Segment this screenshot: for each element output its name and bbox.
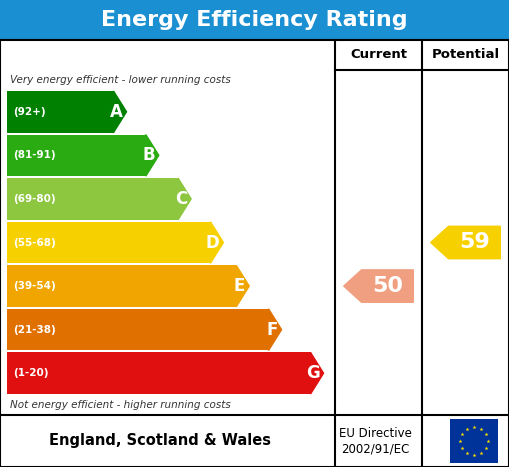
Bar (450, 419, 498, 463)
Polygon shape (310, 353, 324, 394)
Bar (0, 0, 509, 40)
Text: A: A (109, 103, 123, 121)
Text: (1-20): (1-20) (13, 368, 48, 378)
Text: England, Scotland & Wales: England, Scotland & Wales (49, 433, 271, 448)
Text: D: D (206, 234, 219, 252)
Bar (7, 265, 236, 307)
Bar (7, 309, 269, 350)
Polygon shape (178, 178, 191, 219)
Bar (7, 178, 178, 219)
Bar (7, 222, 210, 263)
Text: Current: Current (350, 49, 407, 62)
Text: (69-80): (69-80) (13, 194, 55, 204)
Polygon shape (344, 270, 413, 302)
Text: Energy Efficiency Rating: Energy Efficiency Rating (101, 10, 408, 30)
Text: 59: 59 (459, 233, 490, 253)
Text: Potential: Potential (432, 49, 499, 62)
Text: (81-91): (81-91) (13, 150, 55, 160)
Text: F: F (266, 321, 277, 339)
Text: (21-38): (21-38) (13, 325, 56, 335)
Polygon shape (431, 226, 500, 259)
Text: B: B (142, 146, 155, 164)
Polygon shape (210, 222, 223, 263)
Text: G: G (306, 364, 320, 382)
Text: Very energy efficient - lower running costs: Very energy efficient - lower running co… (10, 75, 231, 85)
Text: C: C (175, 190, 187, 208)
Bar (7, 91, 114, 133)
Polygon shape (146, 134, 159, 176)
Text: 50: 50 (372, 276, 403, 296)
Text: (55-68): (55-68) (13, 238, 56, 248)
Text: EU Directive
2002/91/EC: EU Directive 2002/91/EC (338, 427, 411, 455)
Polygon shape (114, 91, 127, 133)
Polygon shape (269, 309, 281, 350)
Bar (7, 134, 146, 176)
Text: E: E (234, 277, 245, 295)
Text: (39-54): (39-54) (13, 281, 56, 291)
Text: Not energy efficient - higher running costs: Not energy efficient - higher running co… (10, 400, 231, 410)
Bar (7, 353, 310, 394)
Text: (92+): (92+) (13, 107, 46, 117)
Polygon shape (236, 265, 249, 307)
